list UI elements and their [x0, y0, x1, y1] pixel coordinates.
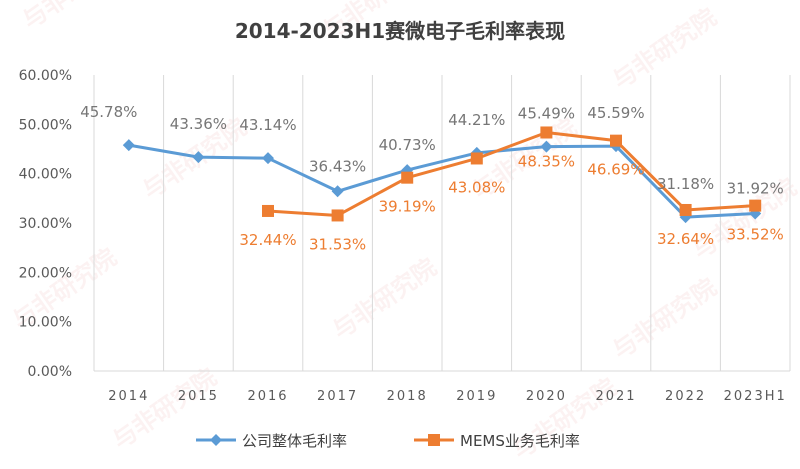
series-0-data-label: 43.36%	[170, 115, 227, 133]
series-0-data-label: 36.43%	[309, 157, 366, 175]
legend-marker-0	[210, 434, 222, 446]
series-0-data-label: 44.21%	[448, 111, 505, 129]
series-0-point	[331, 185, 344, 198]
watermark-10: 与非研究院	[507, 373, 621, 465]
series-1-point	[610, 134, 622, 147]
x-tick-label: 2016	[247, 389, 288, 404]
y-tick-label: 0.00%	[28, 364, 72, 380]
series-0-data-label: 31.92%	[727, 180, 784, 198]
series-line-1	[267, 130, 756, 217]
series-1-data-label: 32.64%	[657, 230, 714, 248]
series-1-point	[679, 203, 692, 216]
x-tick-label: 2021	[595, 389, 636, 404]
y-axis: 0.00% 10.00% 20.00% 30.00% 40.00% 50.00% 60.00…	[19, 68, 72, 380]
x-tick-label: 2020	[526, 389, 567, 404]
series-1-data-label: 39.19%	[379, 198, 436, 216]
x-tick-label: 2023H1	[724, 389, 787, 404]
series-1-data-label: 31.53%	[309, 235, 366, 253]
watermark-text: 与非研究院	[327, 253, 441, 345]
x-tick-label: 2014	[108, 389, 149, 404]
y-tick-label: 10.00%	[19, 315, 72, 331]
series-1-point	[749, 199, 762, 212]
series-0-data-label: 43.14%	[239, 116, 296, 134]
x-axis: 2014 2015 2016 2017 2018 2019 2020 2021 2022 2023…	[108, 389, 787, 404]
x-tick-label: 2019	[456, 389, 497, 404]
series-0-data-label: 40.73%	[379, 136, 436, 154]
x-tick-label: 2022	[665, 389, 706, 404]
series-1-data-label: 43.08%	[448, 178, 505, 196]
series-1-data-label: 48.35%	[518, 152, 575, 170]
y-tick-label: 30.00%	[19, 216, 72, 232]
series-1-data-label: 46.69%	[587, 161, 644, 179]
y-tick-label: 60.00%	[19, 68, 72, 84]
chart-title: 2014-2023H1赛微电子毛利率表现	[235, 19, 565, 43]
series-1-point	[470, 152, 483, 165]
watermark-8: 与非研究院	[607, 273, 721, 365]
watermark-0: 与非研究院	[17, 0, 131, 35]
series-0-point	[262, 152, 274, 165]
y-tick-label: 40.00%	[19, 167, 72, 183]
watermark-7: 与非研究院	[327, 253, 441, 345]
grid-lines	[93, 75, 791, 372]
series-line-0	[128, 143, 756, 219]
series-1-point	[331, 209, 344, 222]
series-0-data-label: 45.78%	[80, 103, 137, 121]
legend: 公司整体毛利率 MEMS业务毛利率	[196, 432, 580, 450]
y-tick-label: 50.00%	[19, 117, 72, 133]
legend-marker-1	[428, 434, 440, 446]
series-layer	[122, 126, 762, 224]
y-tick-label: 20.00%	[19, 265, 72, 281]
series-0-point	[540, 140, 553, 153]
series-1-point	[401, 171, 414, 184]
watermark-text: 与非研究院	[507, 373, 621, 465]
series-1-point	[262, 204, 274, 217]
watermark-text: 与非研究院	[607, 3, 721, 95]
x-tick-label: 2017	[317, 389, 358, 404]
data-labels: 45.78% 43.36% 43.14% 36.43% 40.73% 44.21% 45.4…	[80, 103, 784, 253]
series-1-data-label: 32.44%	[239, 231, 296, 249]
watermark-2: 与非研究院	[607, 3, 721, 95]
x-tick-label: 2018	[387, 389, 428, 404]
x-tick-label: 2015	[178, 389, 219, 404]
watermark-text: 与非研究院	[607, 273, 721, 365]
series-1-point	[540, 126, 553, 139]
series-1-data-label: 33.52%	[727, 226, 784, 244]
series-0-data-label: 45.59%	[587, 104, 644, 122]
watermark-text: 与非研究院	[17, 0, 131, 35]
series-0-point	[122, 139, 135, 152]
legend-label-0: 公司整体毛利率	[242, 432, 347, 450]
series-0-point	[192, 151, 205, 164]
legend-label-1: MEMS业务毛利率	[460, 432, 580, 450]
series-0-data-label: 45.49%	[518, 105, 575, 123]
series-0-data-label: 31.18%	[657, 175, 714, 193]
